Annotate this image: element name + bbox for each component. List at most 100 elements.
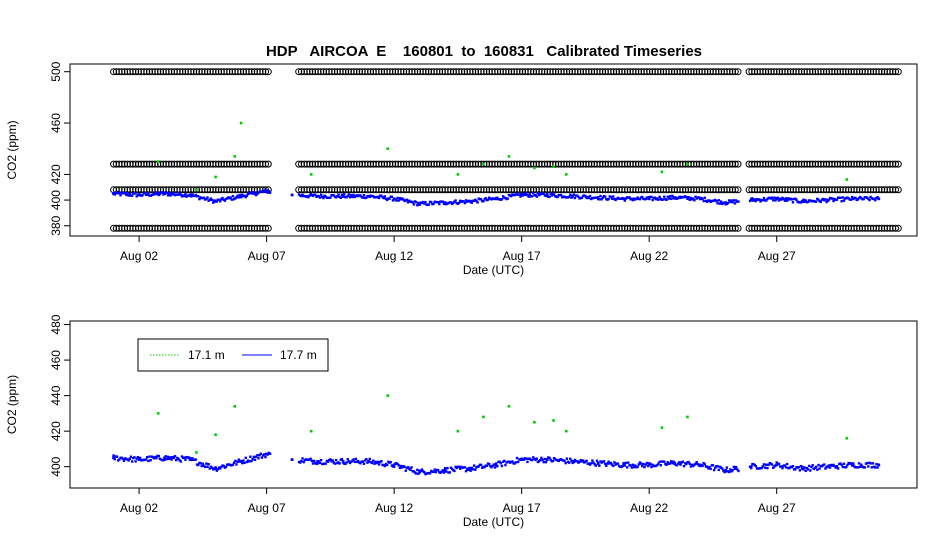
- data-point: [816, 468, 819, 471]
- x-tick-label: Aug 17: [503, 249, 541, 263]
- data-point: [201, 462, 205, 465]
- data-point: [527, 195, 530, 198]
- data-point: [430, 200, 433, 204]
- data-point: [449, 201, 453, 204]
- data-point: [516, 460, 520, 464]
- data-point: [403, 465, 406, 469]
- data-point: [166, 194, 170, 197]
- data-point: [245, 194, 249, 197]
- data-point: [263, 453, 266, 456]
- data-point: [236, 194, 239, 197]
- data-point: [316, 462, 319, 465]
- data-point: [488, 463, 491, 466]
- data-point: [134, 460, 137, 463]
- data-point: [178, 191, 181, 194]
- data-point: [533, 420, 536, 424]
- data-point: [353, 460, 356, 464]
- data-point: [635, 197, 638, 201]
- data-point: [772, 199, 775, 202]
- data-point: [811, 464, 814, 467]
- data-point: [849, 198, 853, 201]
- data-point: [416, 468, 419, 472]
- data-point: [456, 173, 460, 176]
- data-point: [200, 464, 203, 468]
- data-point: [479, 463, 483, 467]
- data-point: [148, 455, 151, 458]
- data-point: [534, 193, 537, 197]
- data-point: [772, 466, 775, 469]
- data-point: [359, 462, 362, 465]
- data-point: [266, 191, 269, 194]
- data-point: [539, 459, 542, 462]
- data-point: [147, 459, 150, 463]
- data-point: [507, 404, 511, 408]
- data-point: [307, 196, 310, 199]
- data-point: [673, 196, 677, 199]
- data-point: [333, 462, 337, 465]
- data-point: [623, 199, 627, 202]
- data-point: [309, 429, 313, 433]
- data-point: [352, 193, 355, 197]
- x-tick-label: Aug 17: [503, 501, 541, 515]
- reference-level-500: [110, 68, 902, 76]
- data-point: [418, 470, 422, 474]
- data-point: [782, 197, 785, 201]
- data-point: [763, 466, 767, 469]
- data-point: [137, 193, 141, 197]
- data-point: [670, 460, 673, 463]
- data-point: [629, 464, 632, 467]
- data-point: [432, 470, 435, 474]
- data-point: [622, 461, 625, 465]
- reference-point: [731, 160, 739, 168]
- data-point: [125, 193, 128, 197]
- data-point: [797, 465, 800, 469]
- data-point: [112, 192, 115, 196]
- reference-point: [734, 160, 742, 168]
- data-point: [404, 469, 407, 472]
- data-point: [154, 191, 157, 194]
- data-point: [348, 195, 352, 199]
- data-point: [188, 193, 192, 197]
- data-point: [522, 458, 526, 461]
- data-point: [137, 458, 141, 461]
- data-point: [609, 461, 613, 465]
- data-point: [637, 463, 640, 466]
- data-point: [265, 189, 269, 193]
- data-point: [650, 465, 653, 469]
- data-point: [545, 458, 549, 461]
- data-point: [464, 469, 468, 473]
- data-point: [733, 202, 737, 205]
- data-point: [453, 469, 456, 473]
- x-tick-label: Aug 27: [758, 249, 796, 263]
- data-point: [831, 197, 834, 200]
- data-point: [163, 192, 166, 196]
- data-point: [736, 468, 739, 471]
- data-point: [237, 196, 240, 199]
- data-point: [824, 467, 827, 470]
- data-point: [402, 198, 405, 201]
- data-point: [667, 197, 671, 200]
- data-point: [590, 462, 593, 465]
- data-point: [299, 461, 302, 464]
- data-point: [212, 201, 215, 204]
- data-point: [540, 456, 543, 460]
- data-point: [126, 192, 129, 195]
- data-point: [530, 458, 534, 462]
- data-point: [588, 463, 592, 466]
- data-point: [115, 455, 119, 458]
- data-point: [166, 455, 170, 459]
- data-point: [624, 461, 628, 465]
- data-point: [790, 198, 793, 201]
- legend-box: [137, 338, 329, 372]
- data-point: [172, 456, 176, 460]
- reference-point: [894, 68, 902, 76]
- data-point: [506, 197, 509, 200]
- data-point: [595, 459, 599, 462]
- data-point: [464, 199, 468, 202]
- data-point: [702, 199, 705, 203]
- data-point: [777, 199, 781, 202]
- data-point: [819, 200, 822, 204]
- data-point: [692, 197, 695, 200]
- data-point: [498, 460, 501, 463]
- data-point: [235, 196, 238, 199]
